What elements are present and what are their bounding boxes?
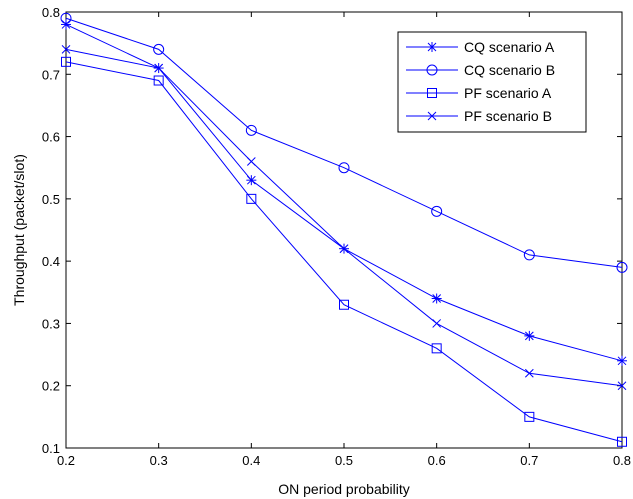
data-point-cq-scenario-b: [60, 12, 72, 24]
legend-item-pf-scenario-b: PF scenario B: [406, 108, 552, 124]
data-point-cq-scenario-a: [617, 355, 627, 366]
legend-marker: [426, 64, 438, 76]
data-point-pf-scenario-a: [246, 193, 257, 204]
legend-box: [397, 31, 587, 133]
legend-label: PF scenario A: [464, 85, 552, 101]
y-tick-label: 0.4: [42, 254, 60, 269]
legend-label: CQ scenario A: [464, 39, 555, 55]
data-point-cq-scenario-a: [524, 330, 535, 341]
legend-marker: [427, 42, 437, 52]
x-tick-label: 0.7: [520, 453, 538, 468]
x-tick-label: 0.6: [428, 453, 446, 468]
data-point-pf-scenario-b: [61, 45, 71, 54]
series-line-cq-scenario-b: [65, 17, 623, 268]
data-point-pf-scenario-b: [339, 244, 349, 254]
y-tick-labels: 0.1 0.2 0.3 0.4 0.5 0.6 0.7 0.8: [42, 5, 60, 456]
data-point-cq-scenario-a: [246, 175, 257, 186]
legend-item-cq-scenario-a: CQ scenario A: [406, 39, 555, 55]
y-tick-label: 0.1: [42, 441, 60, 456]
x-tick-labels: 0.2 0.3 0.4 0.5 0.6 0.7 0.8: [57, 453, 631, 468]
data-point-pf-scenario-b: [617, 381, 627, 391]
x-tick-label: 0.4: [242, 453, 260, 468]
legend-item-cq-scenario-b: CQ scenario B: [406, 62, 555, 78]
data-point-cq-scenario-b: [153, 43, 165, 55]
data-point-pf-scenario-a: [61, 56, 71, 67]
y-tick-label: 0.2: [42, 379, 60, 394]
legend-item-pf-scenario-a: PF scenario A: [406, 85, 552, 101]
legend-marker: [427, 111, 437, 121]
data-point-pf-scenario-a: [431, 343, 442, 354]
x-tick-label: 0.5: [335, 453, 353, 468]
y-tick-label: 0.8: [42, 5, 60, 20]
data-point-cq-scenario-b: [245, 124, 257, 136]
y-tick-label: 0.5: [42, 192, 60, 207]
series-markers: [60, 12, 628, 447]
y-axis-title: Throughput (packet/slot): [11, 154, 27, 306]
axis-ticks: [65, 11, 623, 449]
x-tick-label: 0.2: [57, 453, 75, 468]
series-line-pf-scenario-a: [65, 61, 623, 443]
data-point-cq-scenario-b: [616, 261, 628, 273]
y-tick-label: 0.6: [42, 130, 60, 145]
legend-marker: [427, 88, 437, 98]
data-point-cq-scenario-b: [431, 205, 443, 217]
data-point-pf-scenario-a: [339, 299, 349, 310]
data-point-pf-scenario-b: [154, 63, 164, 73]
data-point-pf-scenario-b: [246, 157, 256, 166]
y-tick-label: 0.7: [42, 67, 60, 82]
data-point-cq-scenario-b: [523, 249, 535, 261]
y-tick-label: 0.3: [42, 316, 60, 331]
data-point-pf-scenario-a: [617, 436, 627, 447]
data-point-cq-scenario-a: [431, 293, 442, 304]
data-point-pf-scenario-b: [432, 319, 442, 328]
x-tick-label: 0.8: [613, 453, 631, 468]
data-point-pf-scenario-b: [524, 368, 534, 378]
x-axis-title: ON period probability: [278, 481, 410, 497]
data-point-cq-scenario-b: [338, 162, 350, 174]
data-point-cq-scenario-a: [61, 19, 71, 30]
data-point-pf-scenario-a: [524, 411, 535, 422]
x-tick-label: 0.3: [150, 453, 168, 468]
data-point-pf-scenario-a: [153, 75, 164, 86]
legend-label: CQ scenario B: [464, 62, 555, 78]
legend: CQ scenario A CQ scenario B PF scenario A P…: [397, 31, 587, 133]
legend-label: PF scenario B: [464, 108, 552, 124]
